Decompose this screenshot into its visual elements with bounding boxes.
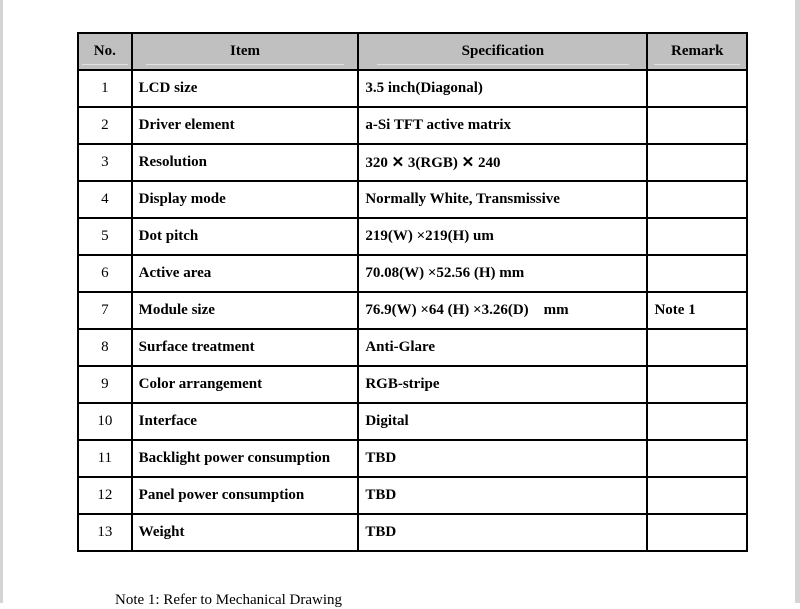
header-item: Item [130, 32, 360, 71]
cell-remark [646, 328, 748, 367]
cell-no: 4 [77, 180, 133, 219]
cell-specification: 3.5 inch(Diagonal) [357, 69, 649, 108]
cell-item: Driver element [130, 106, 360, 145]
table-row: 2 Driver element a-Si TFT active matrix [77, 106, 748, 145]
cell-item: Surface treatment [130, 328, 360, 367]
cell-no: 6 [77, 254, 133, 293]
header-specification: Specification [357, 32, 649, 71]
cell-no: 8 [77, 328, 133, 367]
cell-item: Dot pitch [130, 217, 360, 256]
table-row: 3 Resolution 320 ✕ 3(RGB) ✕ 240 [77, 143, 748, 182]
cell-no: 9 [77, 365, 133, 404]
table-row: 11 Backlight power consumption TBD [77, 439, 748, 478]
table-header-row: No. Item Specification Remark [77, 32, 748, 71]
table-row: 13 Weight TBD [77, 513, 748, 552]
cell-specification: TBD [357, 476, 649, 515]
cell-item: Panel power consumption [130, 476, 360, 515]
cell-item: Resolution [130, 143, 360, 182]
cell-item: LCD size [130, 69, 360, 108]
table-row: 4 Display mode Normally White, Transmissiv… [77, 180, 748, 219]
table-row: 1 LCD size 3.5 inch(Diagonal) [77, 69, 748, 108]
header-remark: Remark [646, 32, 748, 71]
cell-no: 1 [77, 69, 133, 108]
cell-specification: a-Si TFT active matrix [357, 106, 649, 145]
cell-no: 5 [77, 217, 133, 256]
footnote: Note 1: Refer to Mechanical Drawing [115, 592, 342, 608]
header-no: No. [77, 32, 133, 71]
cell-item: Color arrangement [130, 365, 360, 404]
cell-remark [646, 69, 748, 108]
cell-item: Backlight power consumption [130, 439, 360, 478]
cell-specification: 76.9(W) ×64 (H) ×3.26(D) mm [357, 291, 649, 330]
cell-specification: TBD [357, 513, 649, 552]
cell-remark [646, 476, 748, 515]
table-row: 10 Interface Digital [77, 402, 748, 441]
cell-remark [646, 439, 748, 478]
specification-table: No. Item Specification Remark 1 LCD size 3… [77, 32, 748, 552]
table-row: 8 Surface treatment Anti-Glare [77, 328, 748, 367]
cell-no: 11 [77, 439, 133, 478]
cell-remark: Note 1 [646, 291, 748, 330]
cell-item: Display mode [130, 180, 360, 219]
cell-specification: 320 ✕ 3(RGB) ✕ 240 [357, 143, 649, 182]
cell-specification: Anti-Glare [357, 328, 649, 367]
cell-no: 10 [77, 402, 133, 441]
cell-specification: 70.08(W) ×52.56 (H) mm [357, 254, 649, 293]
cell-remark [646, 402, 748, 441]
cell-specification: RGB-stripe [357, 365, 649, 404]
cell-remark [646, 217, 748, 256]
table-row: 6 Active area 70.08(W) ×52.56 (H) mm [77, 254, 748, 293]
cell-no: 13 [77, 513, 133, 552]
cell-remark [646, 143, 748, 182]
cell-remark [646, 365, 748, 404]
table-row: 12 Panel power consumption TBD [77, 476, 748, 515]
cell-no: 7 [77, 291, 133, 330]
cell-remark [646, 180, 748, 219]
cell-remark [646, 106, 748, 145]
viewer-left-edge [0, 0, 3, 603]
cell-item: Active area [130, 254, 360, 293]
cell-specification: 219(W) ×219(H) um [357, 217, 649, 256]
cell-no: 3 [77, 143, 133, 182]
cell-specification: Normally White, Transmissive [357, 180, 649, 219]
cell-specification: Digital [357, 402, 649, 441]
cell-no: 2 [77, 106, 133, 145]
table-row: 5 Dot pitch 219(W) ×219(H) um [77, 217, 748, 256]
cell-remark [646, 254, 748, 293]
viewer-right-edge [795, 0, 800, 603]
table-row: 9 Color arrangement RGB-stripe [77, 365, 748, 404]
table-row: 7 Module size 76.9(W) ×64 (H) ×3.26(D) mm N… [77, 291, 748, 330]
cell-specification: TBD [357, 439, 649, 478]
cell-item: Weight [130, 513, 360, 552]
cell-item: Interface [130, 402, 360, 441]
cell-no: 12 [77, 476, 133, 515]
cell-item: Module size [130, 291, 360, 330]
cell-remark [646, 513, 748, 552]
